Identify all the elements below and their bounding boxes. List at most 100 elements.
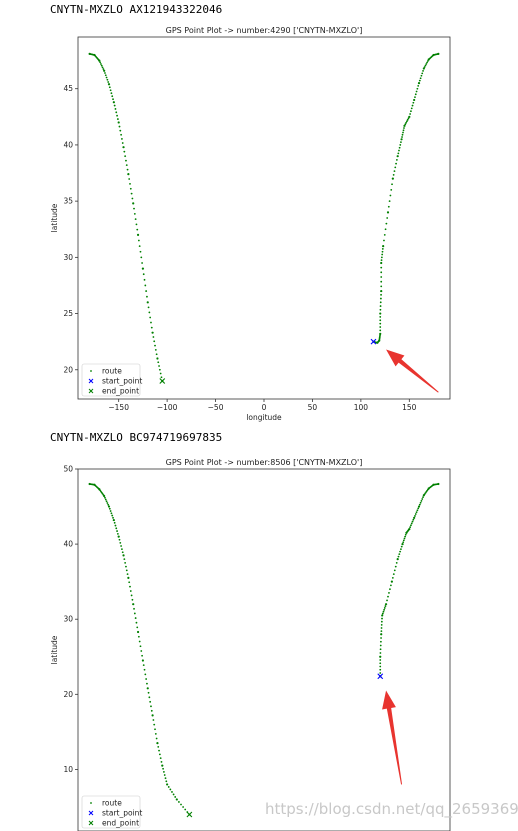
plot-area — [77, 36, 451, 400]
route-point — [154, 349, 157, 351]
route-point — [151, 331, 154, 334]
route-point — [134, 218, 137, 221]
annotation-arrow — [386, 349, 439, 393]
route-point — [379, 297, 382, 300]
route-point — [161, 764, 164, 767]
route-point — [415, 511, 418, 514]
route-point — [103, 494, 106, 498]
route-point — [139, 250, 142, 253]
route-point — [129, 585, 131, 588]
route-point — [398, 149, 400, 152]
route-point — [116, 532, 119, 535]
route-point — [122, 146, 125, 149]
route-point — [148, 696, 151, 699]
route-point — [136, 233, 140, 236]
route-point — [402, 131, 404, 134]
y-tick-label: 40 — [63, 540, 73, 549]
route-point — [163, 774, 166, 776]
route-point — [108, 507, 111, 510]
route-point — [103, 69, 106, 72]
y-tick-label: 30 — [63, 615, 73, 624]
route-point — [150, 705, 152, 708]
route-point — [112, 516, 114, 519]
route-point — [112, 101, 115, 104]
route-point — [416, 87, 419, 90]
route-point — [379, 326, 382, 328]
route-point — [392, 174, 395, 176]
route-point — [388, 592, 390, 594]
route-point — [131, 197, 134, 200]
route-point — [386, 211, 390, 214]
gps-plot-2: GPS Point Plot -> number:8506 ['CNYTN-MX… — [50, 458, 451, 831]
route-point — [420, 500, 423, 502]
route-point — [409, 526, 412, 529]
route-point — [380, 627, 383, 629]
route-point — [410, 522, 413, 525]
route-point — [178, 801, 180, 803]
route-point — [142, 273, 145, 276]
route-point — [380, 293, 382, 296]
route-point — [418, 503, 421, 506]
route-point — [129, 182, 131, 185]
route-point — [147, 306, 150, 309]
route-point — [404, 123, 407, 126]
route-point — [401, 136, 403, 138]
route-point — [146, 682, 148, 685]
route-point — [395, 561, 398, 564]
route-point — [146, 687, 149, 690]
route-point — [400, 138, 403, 141]
x-tick-label: 0 — [262, 403, 267, 412]
route-point — [174, 796, 177, 798]
route-point — [379, 640, 382, 643]
legend-label: end_point — [102, 819, 139, 828]
route-point — [379, 665, 382, 668]
route-point — [383, 608, 386, 611]
route-point — [133, 612, 136, 615]
route-point — [401, 133, 404, 136]
route-point — [101, 66, 104, 69]
route-point — [410, 107, 413, 110]
route-point — [154, 728, 156, 731]
route-point — [141, 262, 143, 264]
route-point — [116, 114, 118, 117]
route-point — [403, 537, 406, 540]
route-point — [126, 168, 129, 171]
route-point — [118, 125, 121, 128]
route-point — [158, 749, 160, 752]
route-point — [394, 166, 397, 169]
route-point — [141, 267, 145, 270]
route-point — [143, 668, 146, 671]
route-point — [380, 259, 383, 262]
watermark: https://blog.csdn.net/qq_26593695 — [265, 800, 518, 818]
route-point — [393, 569, 396, 572]
route-point — [110, 92, 113, 95]
route-point — [182, 806, 185, 808]
route-point — [152, 719, 155, 721]
route-point — [158, 365, 160, 367]
route-point — [379, 329, 382, 332]
start_point-marker — [370, 338, 377, 345]
route-point — [124, 155, 127, 158]
route-point — [424, 64, 427, 67]
route-point — [120, 133, 123, 136]
route-point — [141, 654, 143, 657]
route-point — [100, 64, 103, 67]
route-point — [379, 672, 382, 674]
route-point — [380, 623, 383, 626]
route-point — [381, 617, 383, 620]
x-tick-label: −50 — [208, 403, 224, 412]
legend-label: start_point — [102, 809, 142, 818]
route-point — [410, 110, 412, 113]
route-point — [153, 340, 156, 343]
route-point — [135, 621, 138, 624]
route-point — [112, 518, 115, 522]
route-point — [379, 312, 382, 315]
route-point — [385, 222, 388, 225]
route-point — [137, 635, 140, 638]
route-point — [129, 187, 132, 190]
route-point — [382, 245, 385, 248]
plot-heading-2: CNYTN-MXZLO BC974719697835 — [50, 431, 223, 444]
end_point-marker — [159, 378, 166, 384]
